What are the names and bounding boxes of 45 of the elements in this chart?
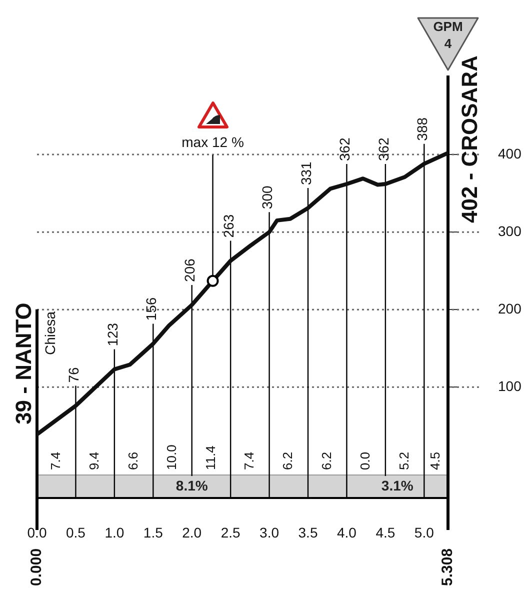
y-tick-label: 400 bbox=[498, 145, 522, 162]
x-tick-label: 4.0 bbox=[336, 524, 357, 540]
annotation: max 12 % bbox=[182, 134, 244, 150]
y-tick-label: 100 bbox=[498, 378, 522, 394]
text: GPM 4 bbox=[432, 18, 464, 52]
annotation: 0.0 bbox=[358, 452, 373, 470]
annotation: 9.4 bbox=[86, 452, 102, 470]
annotation: 5.2 bbox=[396, 452, 412, 470]
data-label: 331 bbox=[298, 161, 314, 186]
x-tick-label: 0.5 bbox=[66, 524, 86, 540]
data-label: 402 - CROSARA bbox=[457, 55, 482, 223]
data-label: 123 bbox=[104, 322, 120, 346]
data-label: 76 bbox=[66, 366, 82, 383]
y-tick-label: 300 bbox=[498, 222, 522, 239]
data-label: 388 bbox=[414, 117, 430, 141]
x-tick-label: 4.5 bbox=[376, 524, 396, 540]
x-tick-label: 1.0 bbox=[104, 524, 124, 540]
data-label: 206 bbox=[182, 258, 198, 282]
x-tick-label: 5.0 bbox=[414, 524, 434, 540]
x-tick-label: 2.5 bbox=[220, 524, 241, 540]
annotation: 6.2 bbox=[318, 452, 334, 470]
data-label: 156 bbox=[143, 297, 160, 321]
annotation: 11.4 bbox=[202, 446, 218, 470]
x-tick-label: 3.0 bbox=[260, 524, 280, 540]
band-label: 8.1% bbox=[176, 477, 208, 494]
band-label: 3.1% bbox=[381, 477, 414, 494]
x2-tick-label: 5.308 bbox=[439, 548, 456, 586]
annotation: 10.0 bbox=[164, 444, 180, 470]
annotation: 7.4 bbox=[48, 452, 63, 470]
data-label: 362 bbox=[375, 137, 392, 161]
annotation: 6.6 bbox=[125, 452, 140, 470]
annotation: 7.4 bbox=[242, 452, 257, 470]
x-tick-label: 0.0 bbox=[27, 524, 47, 540]
y-tick-label: 200 bbox=[498, 300, 522, 316]
data-label: 39 - NANTO bbox=[11, 302, 36, 424]
x-tick-label: 3.5 bbox=[298, 524, 318, 540]
data-label: 263 bbox=[220, 214, 236, 238]
annotation: 6.2 bbox=[280, 452, 296, 470]
annotation: 4.5 bbox=[428, 452, 443, 470]
x-tick-label: 1.5 bbox=[143, 524, 164, 540]
data-label: 300 bbox=[259, 185, 276, 210]
annotation: Chiesa bbox=[42, 311, 58, 355]
x2-tick-label: 0.000 bbox=[28, 548, 46, 586]
data-label: 362 bbox=[336, 137, 353, 161]
x-tick-label: 2.0 bbox=[182, 524, 202, 540]
